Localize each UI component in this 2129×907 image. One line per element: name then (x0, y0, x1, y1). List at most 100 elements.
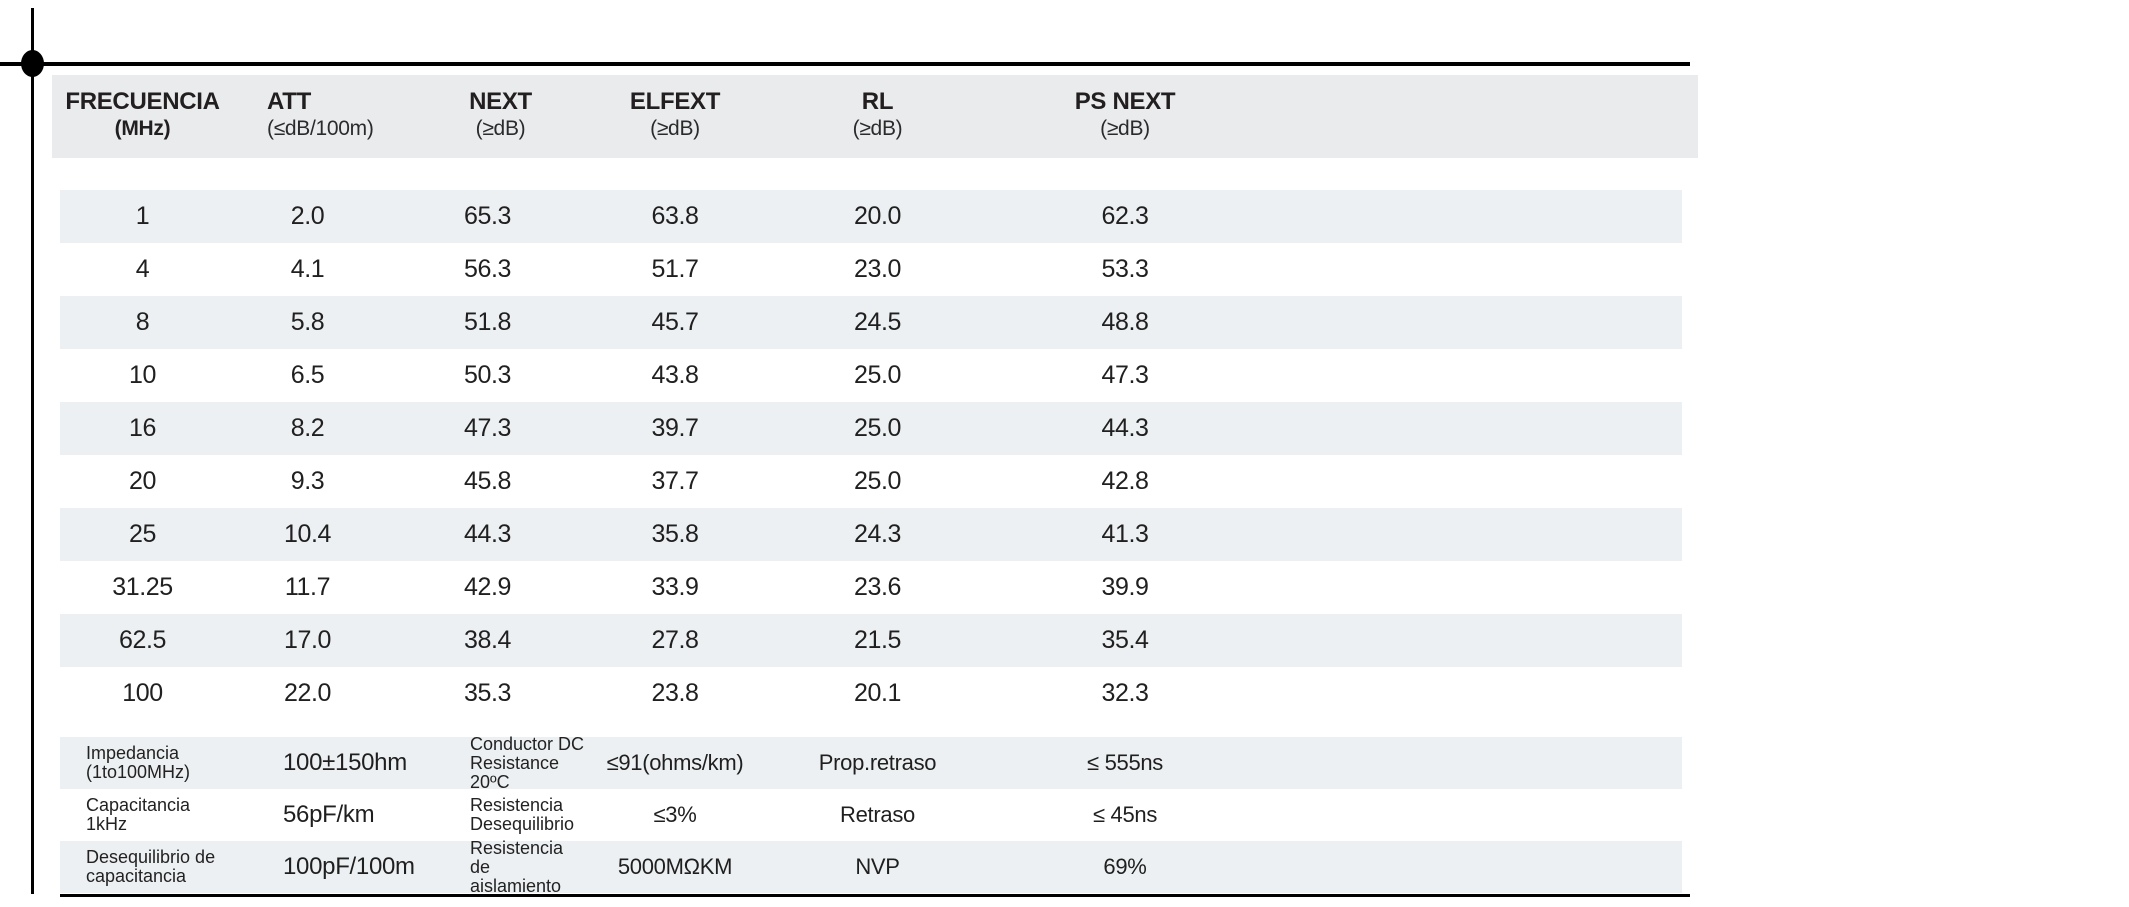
table-header-row: FRECUENCIA (MHz) ATT (≤dB/100m) NEXT (≥d… (52, 75, 1698, 158)
table-cell: 8.2 (290, 414, 325, 442)
table-cell: 25 (128, 520, 156, 548)
table-cell: 4.1 (290, 255, 325, 283)
column-unit: (≥dB) (475, 117, 526, 140)
spec-row-desequilibrio: Desequilibrio de capacitancia 100pF/100m… (60, 837, 1682, 896)
spec-value: ≤ 555ns (1086, 750, 1164, 775)
table-cell: 44.3 (463, 520, 512, 548)
table-cell: 41.3 (1101, 520, 1149, 548)
spec-value: ≤91(ohms/km) (606, 750, 744, 775)
spec-value: 5000MΩKM (617, 854, 733, 879)
spec-value: 100pF/100m (283, 853, 415, 880)
spec-label: Conductor DC Resistance 20ºC (470, 733, 585, 792)
column-title: ELFEXT (629, 88, 721, 115)
table-cell: 24.3 (853, 520, 902, 548)
table-cell: 25.0 (853, 467, 902, 495)
table-cell: 20.0 (853, 202, 902, 230)
column-unit: (MHz) (114, 117, 171, 140)
table-cell: 32.3 (1101, 679, 1149, 707)
table-cell: 2.0 (290, 202, 325, 230)
table-cell: 42.9 (463, 573, 512, 601)
header-filler (1260, 88, 1682, 158)
column-header-rl: RL (≥dB) (765, 88, 990, 158)
column-title: NEXT (469, 88, 532, 115)
column-unit: (≥dB) (1100, 117, 1150, 140)
table-cell: 4 (135, 255, 150, 283)
table-cell: 8 (135, 308, 150, 336)
table-row: 4 4.1 56.3 51.7 23.0 53.3 (60, 243, 1682, 296)
crop-mark-horizontal-line (0, 62, 1690, 66)
table-cell: 47.3 (1101, 361, 1149, 389)
table-cell: 22.0 (283, 679, 332, 707)
column-unit: (≥dB) (852, 117, 903, 140)
table-cell: 100 (122, 679, 163, 707)
table-cell: 35.3 (463, 679, 512, 707)
table-cell: 47.3 (463, 414, 512, 442)
column-title: PS NEXT (1074, 88, 1176, 115)
table-cell: 33.9 (651, 573, 699, 601)
spec-label: Resistencia Desequilibrio (470, 795, 575, 834)
table-row: 100 22.0 35.3 23.8 20.1 32.3 (60, 667, 1682, 720)
column-title: ATT (267, 88, 311, 115)
spec-label: NVP (855, 854, 900, 879)
column-header-att: ATT (≤dB/100m) (225, 88, 390, 158)
table-cell: 25.0 (853, 414, 902, 442)
table-cell: 10 (128, 361, 156, 389)
table-row: 16 8.2 47.3 39.7 25.0 44.3 (60, 402, 1682, 455)
table-cell: 65.3 (463, 202, 512, 230)
table-cell: 9.3 (290, 467, 325, 495)
table-row: 31.25 11.7 42.9 33.9 23.6 39.9 (60, 561, 1682, 614)
table-cell: 42.8 (1101, 467, 1149, 495)
table-cell: 35.8 (651, 520, 699, 548)
table-cell: 16 (128, 414, 156, 442)
column-header-next: NEXT (≥dB) (390, 88, 585, 158)
table-cell: 20 (128, 467, 156, 495)
table-cell: 35.4 (1101, 626, 1149, 654)
table-cell: 11.7 (284, 573, 331, 601)
table-cell: 62.3 (1101, 202, 1149, 230)
table-row: 62.5 17.0 38.4 27.8 21.5 35.4 (60, 614, 1682, 667)
bottom-rule (60, 894, 1690, 897)
table-cell: 10.4 (283, 520, 332, 548)
table-cell: 62.5 (118, 626, 167, 654)
table-row: 10 6.5 50.3 43.8 25.0 47.3 (60, 349, 1682, 402)
column-header-frecuencia: FRECUENCIA (MHz) (60, 88, 225, 158)
column-unit: (≥dB) (650, 117, 700, 140)
crop-mark-vertical-line (31, 8, 34, 894)
table-cell: 51.7 (651, 255, 699, 283)
table-cell: 21.5 (853, 626, 902, 654)
spec-row-impedancia: Impedancia (1to100MHz) 100±150hm Conduct… (60, 733, 1682, 792)
column-title: RL (861, 88, 894, 115)
crop-mark-dot-icon (21, 50, 44, 77)
table-cell: 23.6 (853, 573, 902, 601)
table-cell: 1 (135, 202, 150, 230)
table-row: 8 5.8 51.8 45.7 24.5 48.8 (60, 296, 1682, 349)
table-cell: 56.3 (463, 255, 512, 283)
spec-label: Retraso (840, 802, 915, 827)
table-cell: 23.0 (853, 255, 902, 283)
spec-label: Prop.retraso (818, 750, 937, 775)
spec-value: ≤ 45ns (1092, 802, 1158, 827)
table-cell: 48.8 (1101, 308, 1149, 336)
column-header-elfext: ELFEXT (≥dB) (585, 88, 765, 158)
table-cell: 39.9 (1101, 573, 1149, 601)
spec-value: 100±150hm (283, 749, 407, 776)
data-rows: 1 2.0 65.3 63.8 20.0 62.3 4 4.1 56.3 51.… (60, 190, 1682, 720)
table-cell: 45.7 (651, 308, 699, 336)
spec-value: 69% (1103, 854, 1147, 879)
spec-label: Capacitancia 1kHz (86, 795, 191, 834)
table-row: 1 2.0 65.3 63.8 20.0 62.3 (60, 190, 1682, 243)
table-row: 25 10.4 44.3 35.8 24.3 41.3 (60, 508, 1682, 561)
spec-label: Resistencia de aislamiento (470, 837, 564, 896)
table-cell: 25.0 (853, 361, 902, 389)
column-header-psnext: PS NEXT (≥dB) (990, 88, 1260, 158)
table-cell: 38.4 (463, 626, 512, 654)
table-cell: 20.1 (853, 679, 902, 707)
table-cell: 31.25 (112, 573, 173, 601)
table-cell: 6.5 (290, 361, 325, 389)
table-cell: 51.8 (463, 308, 512, 336)
spec-label: Impedancia (1to100MHz) (86, 743, 191, 782)
table-cell: 45.8 (463, 467, 512, 495)
table-cell: 53.3 (1101, 255, 1149, 283)
table-cell: 5.8 (290, 308, 325, 336)
